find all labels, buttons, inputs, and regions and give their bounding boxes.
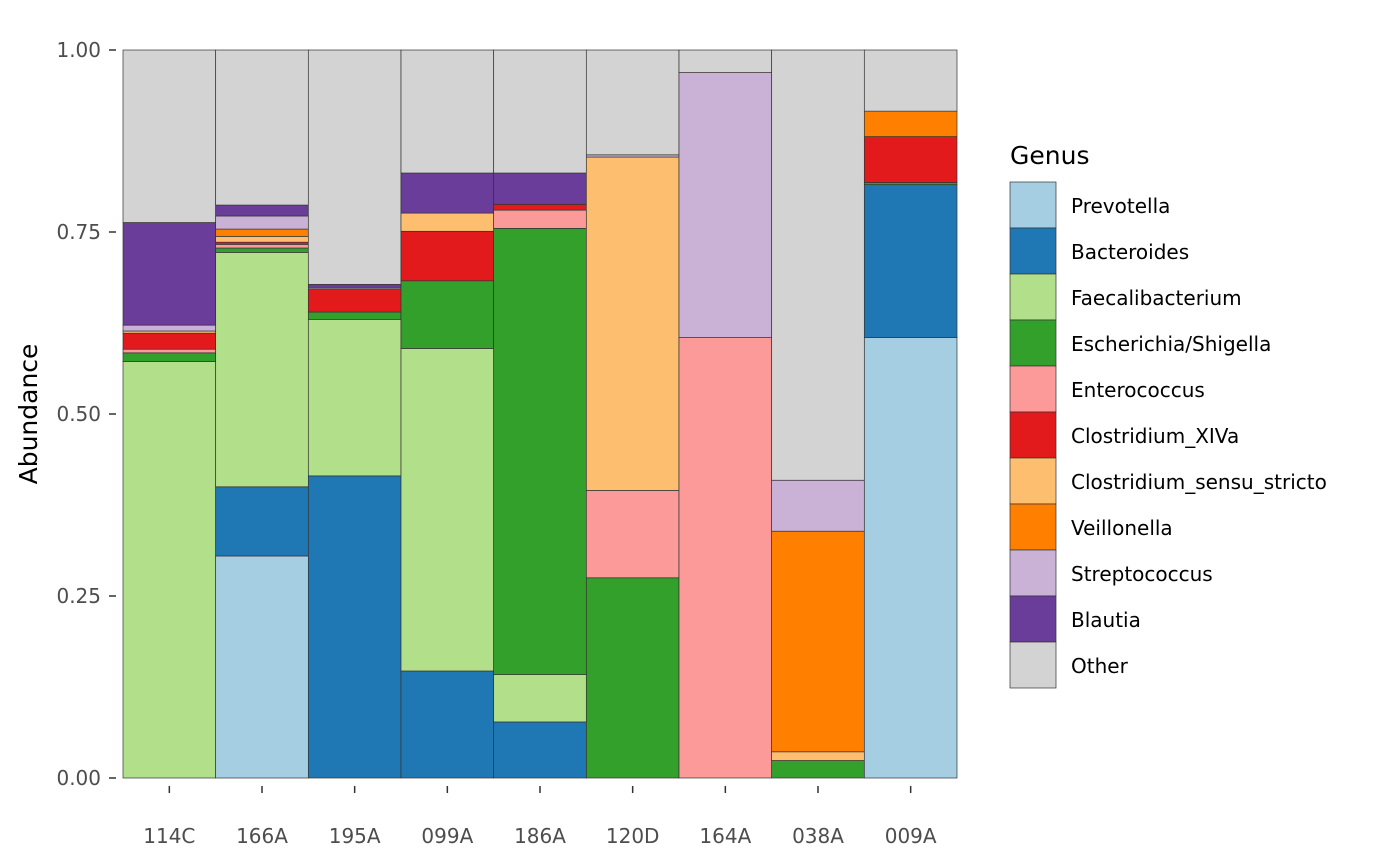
bar-segment-114C-4 xyxy=(122,348,217,354)
bar-segment-114C-8 xyxy=(122,324,217,332)
bar-segment-164A-8 xyxy=(678,72,773,338)
bar-segment-166A-7 xyxy=(215,228,309,237)
legend-key xyxy=(1009,595,1057,643)
bar-segment-166A-1 xyxy=(215,486,309,557)
legend-title: Genus xyxy=(1010,141,1089,170)
bar-segment-166A-6 xyxy=(215,236,309,243)
legend-key xyxy=(1009,549,1057,597)
legend-label: Bacteroides xyxy=(1071,240,1189,264)
legend-key xyxy=(1009,273,1057,321)
bar-segment-114C-10 xyxy=(122,49,217,223)
bar-segment-038A-10 xyxy=(771,49,865,481)
bar-segment-166A-0 xyxy=(215,555,309,779)
bar-segment-186A-1 xyxy=(493,721,587,779)
bar-segment-120D-3 xyxy=(585,577,680,779)
legend-key xyxy=(1009,641,1057,689)
bar-segment-195A-10 xyxy=(307,49,402,285)
legend: Genus Prevotella Bacteroides Faecalibacter… xyxy=(1009,141,1327,689)
legend-label: Blautia xyxy=(1071,608,1141,632)
y-tick-label: 1.00 xyxy=(56,38,101,62)
bar-segment-099A-9 xyxy=(400,172,495,214)
legend-label: Faecalibacterium xyxy=(1071,286,1242,310)
bar-segment-195A-3 xyxy=(307,311,402,320)
bar-segment-038A-8 xyxy=(771,479,865,532)
bar-segment-186A-3 xyxy=(493,228,587,675)
bar-segment-099A-5 xyxy=(400,230,495,282)
bar-segment-038A-3 xyxy=(771,760,865,779)
y-tick-label: 0.00 xyxy=(56,766,101,790)
x-tick-label: 114C xyxy=(143,824,195,848)
bar-segment-186A-5 xyxy=(493,203,587,211)
bar-segment-195A-9 xyxy=(307,284,402,288)
bar-segment-120D-6 xyxy=(585,156,680,491)
bar-segment-114C-2 xyxy=(122,361,217,779)
legend-key xyxy=(1009,457,1057,505)
y-tick-label: 0.50 xyxy=(56,402,101,426)
bar-segment-166A-3 xyxy=(215,247,309,253)
bar-segment-186A-10 xyxy=(493,49,587,174)
legend-label: Prevotella xyxy=(1071,194,1170,218)
x-tick-label: 186A xyxy=(514,824,566,848)
bar-segment-166A-2 xyxy=(215,252,309,488)
bar-segment-120D-4 xyxy=(585,490,680,579)
x-tick-label: 120D xyxy=(606,824,660,848)
legend-key xyxy=(1009,411,1057,459)
bar-segment-195A-2 xyxy=(307,319,402,477)
bar-segment-114C-9 xyxy=(122,222,217,326)
bar-segment-166A-9 xyxy=(215,204,309,217)
bar-segment-038A-7 xyxy=(771,530,865,753)
bar-segment-166A-10 xyxy=(215,49,309,206)
bar-segment-114C-3 xyxy=(122,352,217,362)
bar-segment-186A-4 xyxy=(493,209,587,229)
legend-label: Enterococcus xyxy=(1071,378,1205,402)
bar-segment-164A-10 xyxy=(678,49,773,73)
x-tick-label: 164A xyxy=(699,824,751,848)
legend-label: Veillonella xyxy=(1071,516,1173,540)
x-tick-label: 195A xyxy=(329,824,381,848)
bar-segment-099A-2 xyxy=(400,348,495,672)
legend-key xyxy=(1009,181,1057,229)
legend-key xyxy=(1009,227,1057,275)
bar-segment-120D-10 xyxy=(585,49,680,156)
legend-label: Streptococcus xyxy=(1071,562,1213,586)
bar-segment-099A-10 xyxy=(400,49,495,174)
x-tick-label: 099A xyxy=(421,824,473,848)
bar-segment-099A-6 xyxy=(400,212,495,232)
bar-segment-195A-1 xyxy=(307,475,402,779)
bars-layer xyxy=(122,49,958,779)
legend-key xyxy=(1009,365,1057,413)
x-tick-label: 009A xyxy=(885,824,937,848)
legend-key xyxy=(1009,319,1057,367)
legend-label: Escherichia/Shigella xyxy=(1071,332,1271,356)
bar-segment-166A-4 xyxy=(215,244,309,249)
x-axis: 114C 166A 195A 099A 186A 120D 164A 038A 009A xyxy=(143,786,937,848)
bar-segment-166A-8 xyxy=(215,215,309,230)
x-tick-label: 038A xyxy=(792,824,844,848)
bar-segment-195A-5 xyxy=(307,288,402,313)
bar-segment-099A-1 xyxy=(400,670,495,779)
bar-segment-038A-6 xyxy=(771,751,865,761)
bar-segment-009A-10 xyxy=(863,49,958,112)
bar-segment-186A-2 xyxy=(493,674,587,723)
bar-segment-099A-3 xyxy=(400,280,495,349)
y-axis-title: Abundance xyxy=(14,344,43,485)
bar-segment-114C-5 xyxy=(122,332,217,350)
bar-segment-186A-9 xyxy=(493,172,587,205)
legend-label: Clostridium_sensu_stricto xyxy=(1071,470,1327,494)
bar-segment-009A-1 xyxy=(863,184,958,338)
legend-label: Clostridium_XIVa xyxy=(1071,424,1239,448)
bar-segment-009A-5 xyxy=(863,136,958,183)
bar-segment-009A-0 xyxy=(863,337,958,779)
bar-segment-164A-4 xyxy=(678,337,773,779)
legend-key xyxy=(1009,503,1057,551)
x-tick-label: 166A xyxy=(236,824,288,848)
y-tick-label: 0.75 xyxy=(56,220,101,244)
bar-segment-009A-7 xyxy=(863,110,958,137)
legend-label: Other xyxy=(1071,654,1129,678)
y-axis: 0.00 0.25 0.50 0.75 1.00 xyxy=(56,38,116,790)
y-tick-label: 0.25 xyxy=(56,584,101,608)
